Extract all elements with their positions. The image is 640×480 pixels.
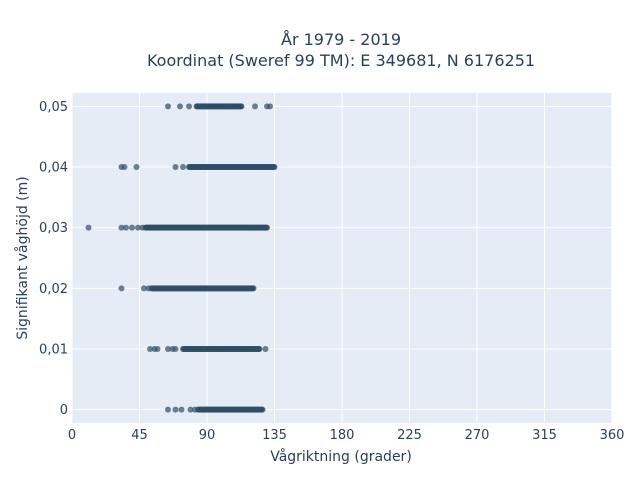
y-tick-label: 0,04: [39, 161, 68, 176]
data-point: [85, 224, 92, 231]
data-point: [250, 285, 257, 292]
data-point: [256, 345, 263, 352]
data-point: [141, 285, 147, 292]
data-point: [264, 224, 270, 231]
data-point: [238, 103, 245, 110]
data-point: [154, 345, 161, 352]
x-tick-label: 270: [465, 428, 490, 443]
data-point: [186, 103, 192, 110]
x-tick-label: 180: [330, 428, 355, 443]
x-axis-title: Vågriktning (grader): [270, 448, 412, 465]
y-axis-ticks: 0 0,01 0,02 0,03 0,04 0,05: [39, 100, 68, 418]
y-tick-label: 0,03: [39, 221, 68, 236]
data-point: [172, 345, 179, 352]
data-point: [147, 345, 153, 352]
chart-title-line2: Koordinat (Sweref 99 TM): E 349681, N 61…: [147, 51, 535, 70]
data-point: [118, 285, 125, 292]
data-point: [262, 345, 269, 352]
data-point: [165, 103, 171, 110]
data-point: [123, 224, 129, 231]
x-tick-label: 0: [68, 428, 76, 443]
y-tick-label: 0,05: [39, 100, 68, 115]
data-point: [172, 406, 179, 413]
data-point: [177, 103, 183, 110]
data-point: [187, 406, 194, 413]
data-points: [85, 103, 278, 413]
data-point: [271, 164, 278, 171]
y-tick-label: 0: [60, 403, 68, 418]
data-point: [129, 224, 135, 231]
grid-lines: [71, 93, 613, 423]
data-point: [165, 406, 171, 413]
x-tick-label: 45: [131, 428, 148, 443]
y-tick-label: 0,02: [39, 282, 68, 297]
data-point: [172, 164, 179, 171]
data-point: [165, 345, 171, 352]
data-point: [133, 164, 140, 171]
data-point: [135, 224, 141, 231]
data-point: [178, 406, 185, 413]
data-point: [118, 224, 125, 231]
data-point: [267, 103, 273, 110]
x-tick-label: 135: [262, 428, 287, 443]
chart-title-line1: År 1979 - 2019: [281, 30, 401, 49]
y-axis-title: Signifikant våghöjd (m): [14, 176, 31, 339]
x-tick-label: 90: [199, 428, 216, 443]
data-point: [180, 164, 186, 171]
x-tick-label: 315: [532, 428, 557, 443]
x-tick-label: 225: [397, 428, 422, 443]
data-point: [121, 164, 128, 171]
y-tick-label: 0,01: [39, 342, 68, 357]
x-axis-ticks: 0 45 90 135 180 225 270 315 360: [68, 428, 625, 443]
x-tick-label: 360: [600, 428, 625, 443]
data-point: [259, 406, 266, 413]
data-point: [252, 103, 258, 110]
